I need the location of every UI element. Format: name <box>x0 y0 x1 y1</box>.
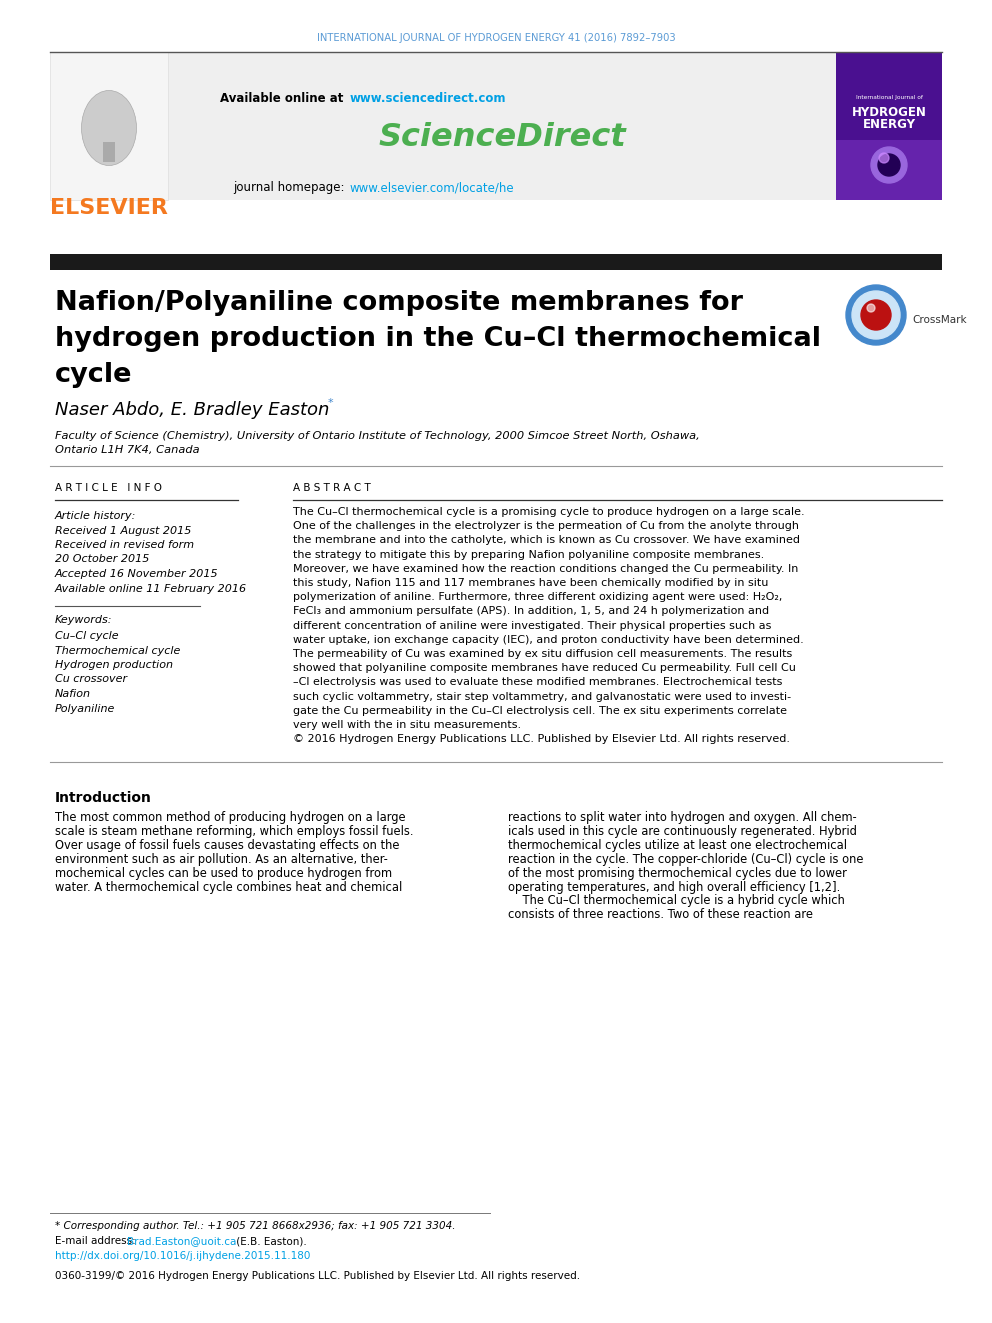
Text: different concentration of aniline were investigated. Their physical properties : different concentration of aniline were … <box>293 620 772 631</box>
Text: ELSEVIER: ELSEVIER <box>50 198 168 218</box>
Circle shape <box>879 153 889 163</box>
Text: A R T I C L E   I N F O: A R T I C L E I N F O <box>55 483 162 493</box>
Text: International Journal of: International Journal of <box>855 95 923 101</box>
Text: hydrogen production in the Cu–Cl thermochemical: hydrogen production in the Cu–Cl thermoc… <box>55 325 821 352</box>
Text: Introduction: Introduction <box>55 791 152 804</box>
Text: Brad.Easton@uoit.ca: Brad.Easton@uoit.ca <box>127 1236 236 1246</box>
Text: the strategy to mitigate this by preparing Nafion polyaniline composite membrane: the strategy to mitigate this by prepari… <box>293 549 764 560</box>
Text: Faculty of Science (Chemistry), University of Ontario Institute of Technology, 2: Faculty of Science (Chemistry), Universi… <box>55 431 699 441</box>
Text: A B S T R A C T: A B S T R A C T <box>293 483 371 493</box>
Text: Article history:: Article history: <box>55 511 136 521</box>
Text: Ontario L1H 7K4, Canada: Ontario L1H 7K4, Canada <box>55 445 199 455</box>
Circle shape <box>846 284 906 345</box>
Text: reactions to split water into hydrogen and oxygen. All chem-: reactions to split water into hydrogen a… <box>508 811 857 824</box>
Text: consists of three reactions. Two of these reaction are: consists of three reactions. Two of thes… <box>508 908 813 921</box>
Text: Thermochemical cycle: Thermochemical cycle <box>55 646 181 655</box>
Text: this study, Nafion 115 and 117 membranes have been chemically modified by in sit: this study, Nafion 115 and 117 membranes… <box>293 578 769 587</box>
Text: journal homepage:: journal homepage: <box>233 181 348 194</box>
Text: ScienceDirect: ScienceDirect <box>378 122 626 152</box>
Bar <box>50 52 168 200</box>
Text: CrossMark: CrossMark <box>912 315 966 325</box>
Text: Available online 11 February 2016: Available online 11 February 2016 <box>55 583 247 594</box>
Text: HYDROGEN: HYDROGEN <box>851 106 927 119</box>
Text: Hydrogen production: Hydrogen production <box>55 660 173 669</box>
Text: Keywords:: Keywords: <box>55 615 112 624</box>
Text: The most common method of producing hydrogen on a large: The most common method of producing hydr… <box>55 811 406 824</box>
Text: INTERNATIONAL JOURNAL OF HYDROGEN ENERGY 41 (2016) 7892–7903: INTERNATIONAL JOURNAL OF HYDROGEN ENERGY… <box>316 33 676 44</box>
Text: Cu crossover: Cu crossover <box>55 675 127 684</box>
Bar <box>103 142 115 161</box>
Text: E-mail address:: E-mail address: <box>55 1236 139 1246</box>
Text: Nafion: Nafion <box>55 689 91 699</box>
Bar <box>168 52 836 200</box>
Circle shape <box>852 291 900 339</box>
Text: Polyaniline: Polyaniline <box>55 704 115 713</box>
Text: Naser Abdo, E. Bradley Easton: Naser Abdo, E. Bradley Easton <box>55 401 329 419</box>
Text: The Cu–Cl thermochemical cycle is a promising cycle to produce hydrogen on a lar: The Cu–Cl thermochemical cycle is a prom… <box>293 507 805 517</box>
Text: very well with the in situ measurements.: very well with the in situ measurements. <box>293 720 521 730</box>
Text: water uptake, ion exchange capacity (IEC), and proton conductivity have been det: water uptake, ion exchange capacity (IEC… <box>293 635 804 644</box>
Text: thermochemical cycles utilize at least one electrochemical: thermochemical cycles utilize at least o… <box>508 839 847 852</box>
Text: Nafion/Polyaniline composite membranes for: Nafion/Polyaniline composite membranes f… <box>55 290 743 316</box>
Text: The permeability of Cu was examined by ex situ diffusion cell measurements. The : The permeability of Cu was examined by e… <box>293 650 793 659</box>
Text: Received 1 August 2015: Received 1 August 2015 <box>55 525 191 536</box>
Text: of the most promising thermochemical cycles due to lower: of the most promising thermochemical cyc… <box>508 867 847 880</box>
Text: showed that polyaniline composite membranes have reduced Cu permeability. Full c: showed that polyaniline composite membra… <box>293 663 796 673</box>
Text: environment such as air pollution. As an alternative, ther-: environment such as air pollution. As an… <box>55 853 388 865</box>
Text: 0360-3199/© 2016 Hydrogen Energy Publications LLC. Published by Elsevier Ltd. Al: 0360-3199/© 2016 Hydrogen Energy Publica… <box>55 1271 580 1281</box>
Text: Over usage of fossil fuels causes devastating effects on the: Over usage of fossil fuels causes devast… <box>55 839 400 852</box>
Circle shape <box>867 304 875 312</box>
Text: Cu–Cl cycle: Cu–Cl cycle <box>55 631 119 642</box>
Circle shape <box>878 153 900 176</box>
Text: scale is steam methane reforming, which employs fossil fuels.: scale is steam methane reforming, which … <box>55 826 414 839</box>
Circle shape <box>871 147 907 183</box>
Text: cycle: cycle <box>55 363 133 388</box>
Text: the membrane and into the catholyte, which is known as Cu crossover. We have exa: the membrane and into the catholyte, whi… <box>293 536 800 545</box>
Text: 20 October 2015: 20 October 2015 <box>55 554 150 565</box>
Bar <box>836 52 942 200</box>
Text: Received in revised form: Received in revised form <box>55 540 194 550</box>
Text: www.sciencedirect.com: www.sciencedirect.com <box>350 91 507 105</box>
Bar <box>50 254 942 270</box>
Text: polymerization of aniline. Furthermore, three different oxidizing agent were use: polymerization of aniline. Furthermore, … <box>293 593 783 602</box>
Text: * Corresponding author. Tel.: +1 905 721 8668x2936; fax: +1 905 721 3304.: * Corresponding author. Tel.: +1 905 721… <box>55 1221 455 1230</box>
Text: The Cu–Cl thermochemical cycle is a hybrid cycle which: The Cu–Cl thermochemical cycle is a hybr… <box>508 894 845 908</box>
Text: Available online at: Available online at <box>220 91 348 105</box>
Text: (E.B. Easton).: (E.B. Easton). <box>233 1236 307 1246</box>
Text: www.elsevier.com/locate/he: www.elsevier.com/locate/he <box>350 181 515 194</box>
Text: operating temperatures, and high overall efficiency [1,2].: operating temperatures, and high overall… <box>508 881 840 893</box>
Text: *: * <box>328 398 333 407</box>
Text: © 2016 Hydrogen Energy Publications LLC. Published by Elsevier Ltd. All rights r: © 2016 Hydrogen Energy Publications LLC.… <box>293 734 790 745</box>
Text: such cyclic voltammetry, stair step voltammetry, and galvanostatic were used to : such cyclic voltammetry, stair step volt… <box>293 692 792 701</box>
Text: mochemical cycles can be used to produce hydrogen from: mochemical cycles can be used to produce… <box>55 867 392 880</box>
Text: ENERGY: ENERGY <box>862 119 916 131</box>
Text: FeCl₃ and ammonium persulfate (APS). In addition, 1, 5, and 24 h polymerization : FeCl₃ and ammonium persulfate (APS). In … <box>293 606 769 617</box>
Text: Accepted 16 November 2015: Accepted 16 November 2015 <box>55 569 218 579</box>
Circle shape <box>861 300 891 329</box>
Text: gate the Cu permeability in the Cu–Cl electrolysis cell. The ex situ experiments: gate the Cu permeability in the Cu–Cl el… <box>293 705 787 716</box>
Text: –Cl electrolysis was used to evaluate these modified membranes. Electrochemical : –Cl electrolysis was used to evaluate th… <box>293 677 783 688</box>
Bar <box>836 140 942 200</box>
Ellipse shape <box>81 90 137 165</box>
Text: Moreover, we have examined how the reaction conditions changed the Cu permeabili: Moreover, we have examined how the react… <box>293 564 799 574</box>
Text: reaction in the cycle. The copper-chloride (Cu–Cl) cycle is one: reaction in the cycle. The copper-chlori… <box>508 853 863 865</box>
Text: One of the challenges in the electrolyzer is the permeation of Cu from the anoly: One of the challenges in the electrolyze… <box>293 521 799 532</box>
Text: icals used in this cycle are continuously regenerated. Hybrid: icals used in this cycle are continuousl… <box>508 826 857 839</box>
Text: water. A thermochemical cycle combines heat and chemical: water. A thermochemical cycle combines h… <box>55 881 402 893</box>
Text: http://dx.doi.org/10.1016/j.ijhydene.2015.11.180: http://dx.doi.org/10.1016/j.ijhydene.201… <box>55 1252 310 1261</box>
